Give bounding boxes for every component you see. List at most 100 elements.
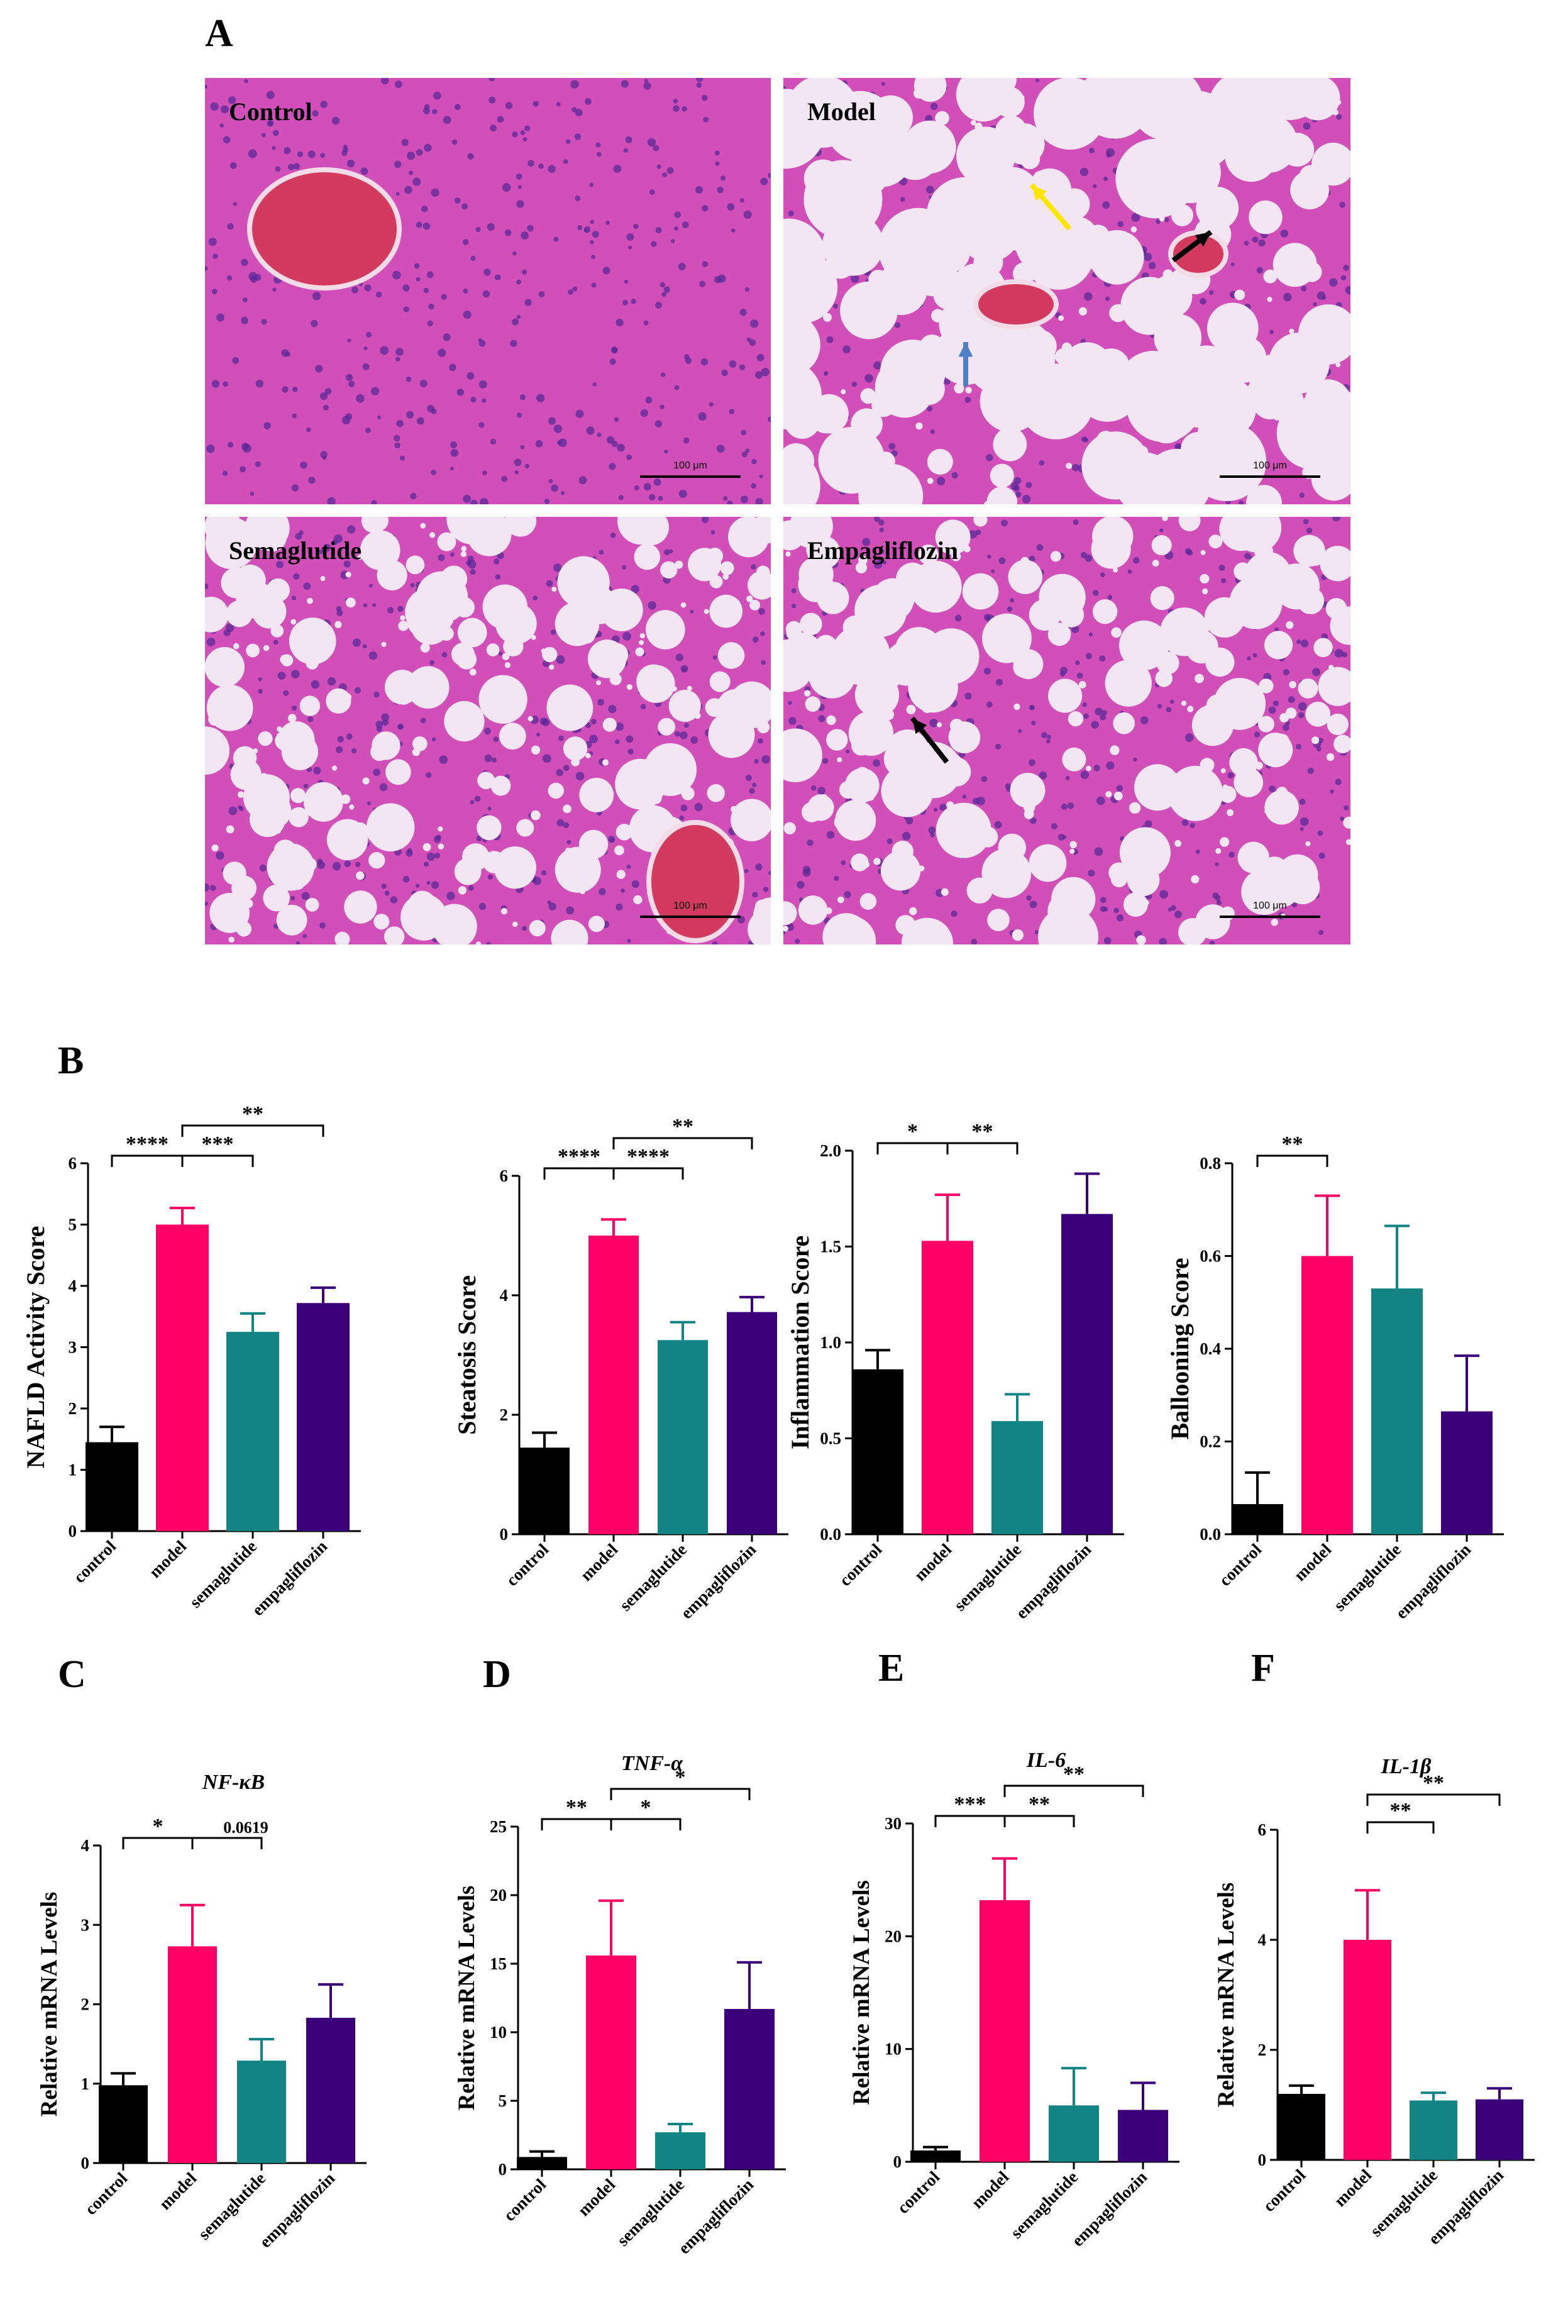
x-tick-label: model bbox=[145, 1537, 190, 1581]
panel-letter-f: F bbox=[1251, 1647, 1275, 1690]
y-tick-label: 0.0 bbox=[1200, 1525, 1221, 1544]
scale-bar: 100 μm bbox=[640, 900, 741, 923]
significance-label: ** bbox=[1063, 1762, 1085, 1786]
panel-letter-d: D bbox=[483, 1653, 511, 1696]
bar-empagliflozin bbox=[724, 2008, 775, 2169]
bar-semaglutide bbox=[1049, 2105, 1099, 2162]
x-tick-label: model bbox=[1330, 2166, 1375, 2210]
x-tick-label: model bbox=[574, 2175, 619, 2220]
significance-bracket bbox=[111, 1154, 184, 1167]
significance-label: ** bbox=[972, 1120, 993, 1143]
significance-label: ** bbox=[1282, 1132, 1303, 1156]
significance-bracket bbox=[946, 1142, 1019, 1154]
x-tick-label: model bbox=[1290, 1540, 1335, 1585]
significance-bracket bbox=[181, 1154, 254, 1167]
micrograph-label: Empagliflozin bbox=[807, 536, 959, 565]
y-tick-label: 2 bbox=[69, 1399, 77, 1418]
bar-model bbox=[1301, 1256, 1353, 1534]
micrograph-label: Model bbox=[807, 97, 876, 126]
micrograph-label: Semaglutide bbox=[229, 536, 362, 565]
x-tick-label: empagliflozin bbox=[248, 1537, 331, 1620]
bar-empagliflozin bbox=[727, 1312, 777, 1534]
y-tick-label: 0.6 bbox=[1200, 1247, 1221, 1266]
x-tick-label: model bbox=[577, 1540, 621, 1585]
significance-bracket bbox=[612, 1167, 684, 1180]
y-tick-label: 0 bbox=[69, 1522, 77, 1541]
bar-model bbox=[922, 1241, 973, 1534]
bar-model bbox=[156, 1224, 209, 1531]
significance-label: * bbox=[675, 1766, 686, 1789]
bar-model bbox=[586, 1955, 636, 2169]
significance-label: * bbox=[907, 1120, 918, 1143]
y-tick-label: 25 bbox=[490, 1817, 507, 1836]
y-tick-label: 0 bbox=[81, 2154, 90, 2172]
bar-empagliflozin bbox=[297, 1303, 350, 1531]
y-tick-label: 0.8 bbox=[1200, 1154, 1221, 1173]
significance-bracket bbox=[1003, 1784, 1144, 1797]
significance-label: **** bbox=[558, 1145, 600, 1168]
micrograph-semaglutide: Semaglutide 100 μm bbox=[205, 517, 771, 944]
bar-control bbox=[852, 1369, 903, 1534]
x-tick-label: model bbox=[968, 2167, 1012, 2212]
panel-letter-b: B bbox=[58, 1039, 84, 1082]
significance-label: ** bbox=[1029, 1793, 1050, 1816]
y-tick-label: 5 bbox=[69, 1215, 77, 1234]
y-tick-label: 0.0 bbox=[820, 1525, 841, 1544]
y-axis-label: Relative mRNA Levels bbox=[454, 1886, 480, 2111]
bar-semaglutide bbox=[1371, 1288, 1423, 1534]
bar-semaglutide bbox=[655, 2132, 705, 2169]
significance-label: *** bbox=[954, 1793, 986, 1816]
bar-control bbox=[517, 2157, 567, 2169]
y-tick-label: 1.5 bbox=[820, 1237, 841, 1256]
chart-nafld: 0 1 2 3 4 5 6 control modelsemaglutideempagliflo… bbox=[21, 1102, 361, 1620]
chart-title: TNF-α bbox=[621, 1752, 683, 1775]
bar-model bbox=[980, 1900, 1030, 2162]
x-tick-label: control bbox=[1259, 2166, 1310, 2216]
bar-semaglutide bbox=[991, 1421, 1043, 1534]
y-tick-label: 6 bbox=[500, 1166, 509, 1185]
significance-bracket bbox=[1003, 1815, 1075, 1827]
y-tick-label: 1 bbox=[81, 2074, 90, 2093]
x-tick-label: semaglutide bbox=[613, 2175, 688, 2250]
y-tick-label: 2 bbox=[1258, 2040, 1267, 2059]
significance-label: * bbox=[153, 1815, 163, 1838]
y-tick-label: 30 bbox=[885, 1814, 902, 1833]
significance-label: ** bbox=[242, 1102, 263, 1126]
y-tick-label: 1.0 bbox=[820, 1333, 841, 1352]
significance-label: **** bbox=[627, 1145, 670, 1168]
y-tick-label: 2 bbox=[81, 1995, 90, 2014]
bar-semaglutide bbox=[226, 1332, 279, 1531]
y-tick-label: 0 bbox=[499, 2160, 507, 2179]
significance-bracket bbox=[543, 1167, 615, 1180]
y-tick-label: 10 bbox=[885, 2040, 902, 2059]
y-tick-label: 1 bbox=[69, 1461, 77, 1480]
bar-control bbox=[99, 2085, 148, 2163]
y-tick-label: 2.0 bbox=[820, 1141, 841, 1160]
significance-label: ** bbox=[1423, 1771, 1444, 1795]
micrograph-control: Control 100 μm bbox=[205, 78, 771, 504]
significance-bracket bbox=[541, 1818, 612, 1830]
scale-bar: 100 μm bbox=[640, 460, 741, 483]
x-tick-label: semaglutide bbox=[194, 2169, 269, 2244]
y-tick-label: 0 bbox=[500, 1525, 509, 1544]
y-tick-label: 4 bbox=[1258, 1930, 1267, 1949]
tissue-image-empagliflozin bbox=[783, 517, 1350, 944]
significance-bracket bbox=[191, 1837, 263, 1849]
significance-label: ** bbox=[1390, 1799, 1411, 1822]
y-axis-label: Relative mRNA Levels bbox=[36, 1892, 62, 2117]
tissue-image-semaglutide bbox=[205, 517, 771, 944]
significance-bracket bbox=[610, 1788, 751, 1800]
y-tick-label: 4 bbox=[69, 1276, 77, 1295]
x-tick-label: model bbox=[910, 1540, 955, 1585]
chart-title: IL-6 bbox=[1026, 1749, 1066, 1772]
bar-semaglutide bbox=[237, 2061, 286, 2163]
chart-ballooning: 0.0 0.2 0.4 0.6 0.8 control modelsemaglutideem… bbox=[1166, 1132, 1504, 1623]
significance-bracket bbox=[1256, 1154, 1328, 1167]
bar-model bbox=[1344, 1940, 1391, 2160]
bar-control bbox=[519, 1447, 570, 1534]
y-tick-label: 0.2 bbox=[1200, 1432, 1221, 1451]
